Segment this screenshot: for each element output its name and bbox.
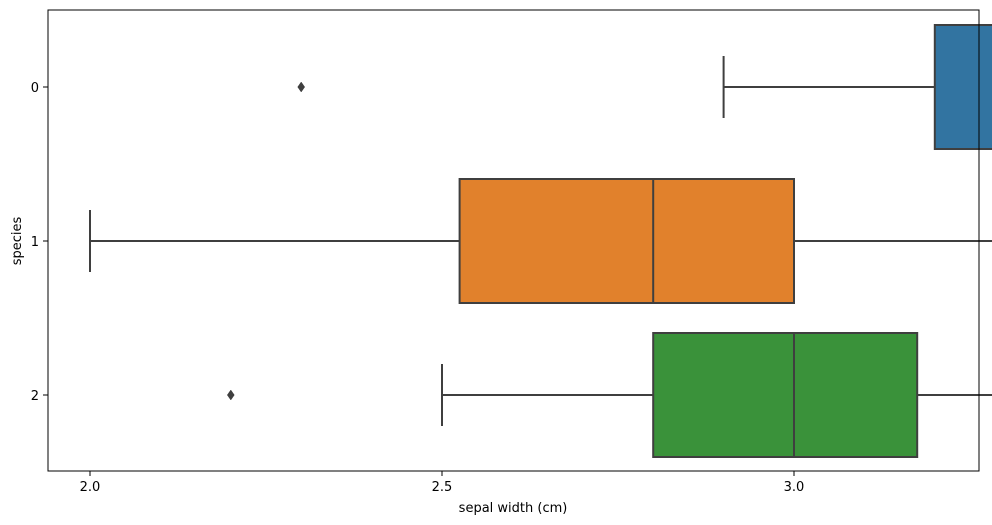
x-axis: 2.02.53.03.54.04.5 <box>80 471 805 495</box>
x-tick-label-0: 2.0 <box>80 480 101 495</box>
x-tick-label-1: 2.5 <box>432 480 453 495</box>
box-1 <box>458 178 795 304</box>
y-axis: 0 1 2 <box>31 81 48 404</box>
x-tick-label-2: 3.0 <box>784 480 805 495</box>
x-axis-label: sepal width (cm) <box>459 501 568 516</box>
plot-area <box>89 24 992 458</box>
outlier-point-2-0 <box>226 389 235 401</box>
box-2 <box>652 332 919 458</box>
box-0 <box>933 24 992 150</box>
box-group-2 <box>226 332 992 458</box>
box-group-1 <box>89 178 992 304</box>
plot-frame <box>47 9 980 472</box>
y-tick-label-2: 2 <box>31 389 39 404</box>
box-group-0 <box>297 24 992 150</box>
outlier-point-0-0 <box>297 81 306 93</box>
y-axis-label: species <box>10 217 25 266</box>
y-tick-label-0: 0 <box>31 81 39 96</box>
y-tick-label-1: 1 <box>31 235 39 250</box>
